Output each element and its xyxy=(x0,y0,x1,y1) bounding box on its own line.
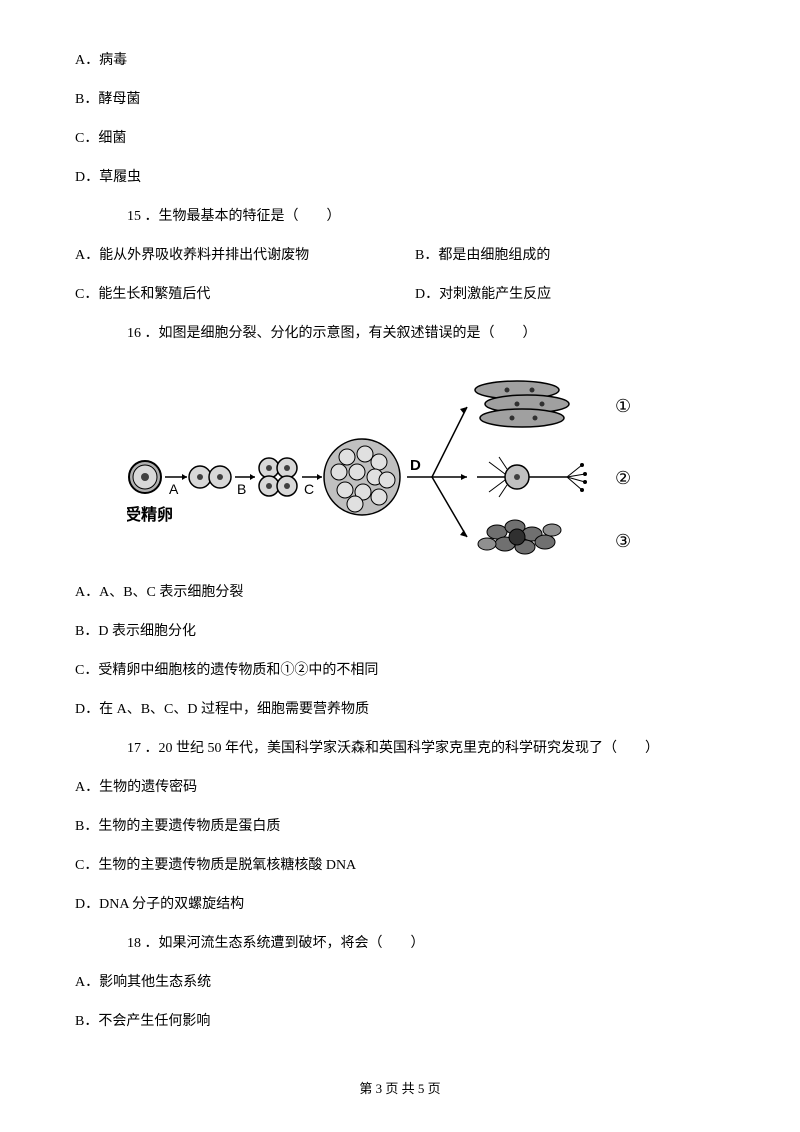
q14-option-b: B．酵母菌 xyxy=(75,89,725,110)
page-footer: 第 3 页 共 5 页 xyxy=(0,1078,800,1097)
q16-option-c: C．受精卵中细胞核的遗传物质和①②中的不相同 xyxy=(75,660,725,681)
diagram-num-3: ③ xyxy=(615,531,631,551)
q16-option-d: D．在 A、B、C、D 过程中，细胞需要营养物质 xyxy=(75,699,725,720)
q17-option-a: A．生物的遗传密码 xyxy=(75,777,725,798)
q17-option-c: C．生物的主要遗传物质是脱氧核糖核酸 DNA xyxy=(75,855,725,876)
q18-option-b: B．不会产生任何影响 xyxy=(75,1011,725,1032)
q17-option-d: D．DNA 分子的双螺旋结构 xyxy=(75,894,725,915)
diagram-label-d: D xyxy=(410,457,421,474)
q17-stem: 17 ．20 世纪 50 年代，美国科学家沃森和英国科学家克里克的科学研究发现了… xyxy=(75,738,725,759)
diagram-label-b: B xyxy=(237,481,246,497)
q14-option-d: D．草履虫 xyxy=(75,167,725,188)
cell-division-diagram: 受精卵 A B C xyxy=(127,362,647,562)
q14-option-a: A．病毒 xyxy=(75,50,725,71)
diagram-num-1: ① xyxy=(615,396,631,416)
tissue-1 xyxy=(475,381,569,427)
q17-option-b: B．生物的主要遗传物质是蛋白质 xyxy=(75,816,725,837)
diagram-label-a: A xyxy=(169,481,179,497)
q18-stem: 18 ．如果河流生态系统遭到破坏，将会（ ） xyxy=(75,933,725,954)
q15-option-c: C．能生长和繁殖后代 xyxy=(75,284,415,305)
q15-option-d: D．对刺激能产生反应 xyxy=(415,284,725,305)
diagram-num-2: ② xyxy=(615,468,631,488)
tissue-2 xyxy=(477,457,587,497)
q16-option-a: A．A、B、C 表示细胞分裂 xyxy=(75,582,725,603)
q15-option-b: B．都是由细胞组成的 xyxy=(415,245,725,266)
q16-stem: 16 ．如图是细胞分裂、分化的示意图，有关叙述错误的是（ ） xyxy=(75,323,725,344)
q15-option-a: A．能从外界吸收养料并排出代谢废物 xyxy=(75,245,415,266)
diagram-label-egg: 受精卵 xyxy=(127,505,173,524)
q14-option-c: C．细菌 xyxy=(75,128,725,149)
tissue-3 xyxy=(478,520,561,554)
q16-option-b: B．D 表示细胞分化 xyxy=(75,621,725,642)
diagram-label-c: C xyxy=(304,481,314,497)
q15-stem: 15 ．生物最基本的特征是（ ） xyxy=(75,206,725,227)
q18-option-a: A．影响其他生态系统 xyxy=(75,972,725,993)
